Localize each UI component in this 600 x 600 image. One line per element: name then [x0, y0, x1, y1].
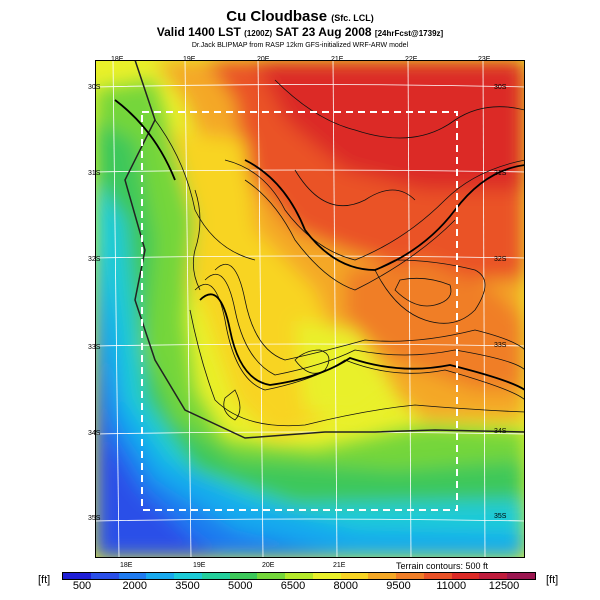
lon-label-bottom-20e: 20E — [262, 562, 275, 569]
lat-label-right-35s: 35S — [494, 513, 507, 520]
valid-time: Valid 1400 LST — [156, 25, 241, 39]
lat-label-left-32s: 32S — [88, 256, 101, 263]
colorbar-swatch — [423, 573, 452, 579]
graticule — [95, 60, 525, 558]
colorbar-swatch — [507, 573, 536, 579]
colorbar-swatch — [63, 573, 91, 579]
colorbar-tick-label: 8000 — [333, 580, 358, 592]
colorbar-tick-label: 12500 — [488, 580, 520, 592]
valid-time-line: Valid 1400 LST (1200Z) SAT 23 Aug 2008 [… — [0, 25, 600, 39]
lon-label-top-20e: 20E — [257, 56, 270, 63]
colorbar-swatch — [118, 573, 147, 579]
colorbar-swatch — [257, 573, 286, 579]
colorbar-swatch — [368, 573, 397, 579]
colorbar-unit-right: [ft] — [546, 574, 559, 586]
colorbar-tick-label: 5000 — [228, 580, 253, 592]
colorbar-swatch — [451, 573, 480, 579]
valid-utc: (1200Z) — [244, 29, 273, 38]
cloudbase-field — [95, 60, 525, 558]
lon-label-top-23e: 23E — [478, 56, 491, 63]
terrain-contour-note: Terrain contours: 500 ft — [396, 561, 489, 571]
title-main: Cu Cloudbase — [226, 8, 328, 25]
lon-label-top-22e: 22E — [405, 56, 418, 63]
map-border — [95, 60, 525, 558]
major-terrain-contours — [114, 99, 525, 391]
map-title: Cu Cloudbase (Sfc. LCL) — [0, 8, 600, 25]
inner-domain-box — [141, 111, 458, 511]
colorbar-tick-label: 11000 — [436, 580, 467, 592]
colorbar-tick-label: 6500 — [280, 580, 306, 592]
colorbar-swatch — [90, 573, 119, 579]
colorbar-tick-label: 9500 — [386, 580, 411, 592]
lat-label-left-30s: 30S — [88, 84, 101, 91]
forecast-info: [24hrFcst@1739z] — [374, 29, 444, 38]
colorbar-swatch — [312, 573, 341, 579]
lat-label-right-31s: 31S — [494, 170, 507, 177]
colorbar-tick-label: 500 — [72, 580, 92, 592]
cloudbase-map — [95, 60, 525, 558]
lat-label-right-30s: 30S — [494, 84, 507, 91]
valid-date: SAT 23 Aug 2008 — [275, 25, 372, 39]
lon-label-top-18e: 18E — [111, 56, 124, 63]
colorbar-tick-label: 2000 — [122, 580, 147, 592]
lat-label-left-33s: 33S — [88, 344, 101, 351]
colorbar-swatch — [479, 573, 508, 579]
lon-label-top-19e: 19E — [183, 56, 196, 63]
colorbar-swatch — [340, 573, 369, 579]
lat-label-left-34s: 34S — [88, 430, 101, 437]
colorbar-swatch — [285, 573, 313, 579]
colorbar-swatch — [396, 573, 424, 579]
colorbar — [62, 572, 536, 580]
lat-label-right-34s: 34S — [494, 428, 507, 435]
lon-label-bottom-18e: 18E — [120, 562, 133, 569]
lat-label-right-33s: 33S — [494, 342, 507, 349]
colorbar-unit-left: [ft] — [38, 574, 51, 586]
lat-label-left-35s: 35S — [88, 515, 101, 522]
map-plot — [95, 60, 525, 558]
lon-label-bottom-19e: 19E — [193, 562, 206, 569]
model-credit: Dr.Jack BLIPMAP from RASP 12km GFS-initi… — [191, 42, 409, 49]
colorbar-swatch — [146, 573, 175, 579]
colorbar-swatch — [229, 573, 258, 579]
colorbar-tick-label: 3500 — [175, 580, 200, 592]
lat-label-left-31s: 31S — [88, 170, 101, 177]
title-suffix: (Sfc. LCL) — [331, 13, 374, 23]
colorbar-swatch — [201, 573, 230, 579]
colorbar-swatch — [174, 573, 202, 579]
lon-label-top-21e: 21E — [331, 56, 344, 63]
lat-label-right-32s: 32S — [494, 256, 507, 263]
coastline — [124, 60, 525, 439]
lon-label-bottom-21e: 21E — [333, 562, 346, 569]
